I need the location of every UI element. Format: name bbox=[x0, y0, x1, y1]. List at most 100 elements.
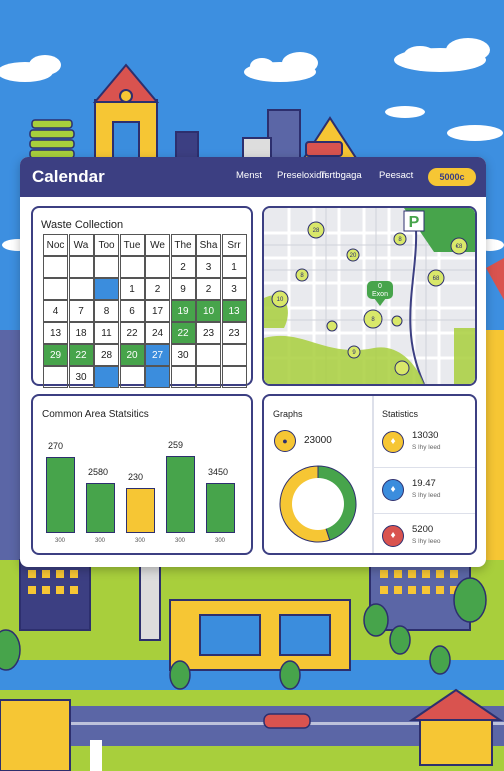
svg-text:10: 10 bbox=[277, 297, 284, 303]
calendar-day[interactable]: 23 bbox=[196, 322, 221, 344]
calendar-day[interactable]: 23 bbox=[221, 322, 247, 344]
map-marker[interactable]: 68 bbox=[427, 269, 445, 287]
calendar-day[interactable]: 30 bbox=[68, 366, 94, 388]
nav-item-preseloxidn[interactable]: Preseloxidn bbox=[277, 170, 327, 181]
graphs-value: 23000 bbox=[304, 435, 332, 446]
calendar-header: Tue bbox=[119, 234, 145, 256]
calendar-day[interactable]: 1 bbox=[221, 256, 247, 278]
calendar-day[interactable]: 3 bbox=[221, 278, 247, 300]
calendar-day[interactable]: 6 bbox=[119, 300, 145, 322]
calendar-day[interactable] bbox=[145, 256, 170, 278]
calendar-day[interactable] bbox=[196, 366, 221, 388]
chart-bar[interactable] bbox=[126, 488, 155, 533]
chart-bar[interactable] bbox=[206, 482, 235, 533]
calendar-day[interactable]: 3 bbox=[196, 256, 221, 278]
location-pin[interactable]: 0 Exon bbox=[367, 281, 393, 306]
statistic-icon: ♦ bbox=[382, 479, 404, 501]
statistic-value: 13030 bbox=[412, 430, 439, 441]
nav-pill-button[interactable]: 5000c bbox=[428, 168, 476, 186]
donut-chart bbox=[279, 465, 357, 543]
calendar-header: Sha bbox=[196, 234, 221, 256]
calendar-day[interactable] bbox=[43, 366, 68, 388]
calendar-day[interactable]: 2 bbox=[170, 256, 196, 278]
statistic-caption: S lhy leed bbox=[412, 444, 441, 451]
x-tick-label: 300 bbox=[55, 538, 66, 544]
calendar-day[interactable]: 22 bbox=[170, 322, 196, 344]
calendar-day[interactable]: 8 bbox=[94, 300, 119, 322]
map-marker[interactable]: 8 bbox=[295, 268, 309, 282]
calendar-header: Wa bbox=[68, 234, 94, 256]
nav-item-peesact[interactable]: Peesact bbox=[379, 170, 414, 181]
calendar-day[interactable]: 13 bbox=[221, 300, 247, 322]
calendar-day[interactable]: 19 bbox=[170, 300, 196, 322]
x-tick-label: 300 bbox=[215, 538, 226, 544]
waste-collection-card: Waste Collection Noc Wa Too Tue We The Sha Srr 2… bbox=[31, 206, 253, 388]
calendar-day[interactable] bbox=[68, 256, 94, 278]
statistic-row[interactable]: ♦ 5200 S lhy leeo bbox=[374, 513, 486, 558]
bar-value-label: 259 bbox=[168, 439, 184, 450]
calendar-day[interactable]: 17 bbox=[145, 300, 170, 322]
calendar-day[interactable] bbox=[68, 278, 94, 300]
calendar-day[interactable]: 9 bbox=[170, 278, 196, 300]
common-area-chart-card: Common Area Statsitics 270 300 2580 300 230 3… bbox=[31, 394, 253, 555]
calendar-day[interactable]: 22 bbox=[68, 344, 94, 366]
calendar-day[interactable]: 22 bbox=[119, 322, 145, 344]
calendar-day[interactable] bbox=[119, 256, 145, 278]
calendar-day[interactable] bbox=[43, 278, 68, 300]
calendar-day[interactable]: 2 bbox=[196, 278, 221, 300]
nav-item-tsrtbgaga[interactable]: Tsrtbgaga bbox=[320, 170, 362, 181]
calendar-day[interactable]: 11 bbox=[94, 322, 119, 344]
calendar-day[interactable] bbox=[221, 366, 247, 388]
map-marker[interactable]: 9 bbox=[347, 345, 361, 359]
calendar-header: Too bbox=[94, 234, 119, 256]
calendar-day[interactable] bbox=[43, 256, 68, 278]
map-marker[interactable]: 8 bbox=[363, 309, 383, 329]
calendar-day[interactable]: 7 bbox=[68, 300, 94, 322]
svg-text:8: 8 bbox=[398, 237, 402, 243]
statistic-row[interactable]: ♦ 19.47 S lhy leed bbox=[374, 467, 486, 512]
map-marker[interactable]: 28 bbox=[307, 221, 325, 239]
statistic-caption: S lhy leeo bbox=[412, 538, 441, 545]
calendar-day[interactable] bbox=[196, 344, 221, 366]
bar-value-label: 270 bbox=[48, 441, 64, 452]
map-card[interactable]: P 28 €8 8 20 8 68 10 8 9 0 Exon bbox=[262, 206, 477, 386]
calendar-header: The bbox=[170, 234, 196, 256]
map-marker[interactable]: 10 bbox=[271, 290, 289, 308]
x-tick-label: 300 bbox=[95, 538, 106, 544]
calendar-day[interactable]: 27 bbox=[145, 344, 170, 366]
calendar-day[interactable]: 20 bbox=[119, 344, 145, 366]
calendar-day[interactable]: 4 bbox=[43, 300, 68, 322]
divider bbox=[372, 396, 374, 553]
calendar-day[interactable] bbox=[94, 278, 119, 300]
calendar-day[interactable]: 1 bbox=[119, 278, 145, 300]
chart-bar[interactable] bbox=[46, 457, 75, 533]
map-marker[interactable]: 8 bbox=[393, 232, 407, 246]
chart-bar[interactable] bbox=[166, 455, 195, 533]
parking-icon[interactable]: P bbox=[409, 214, 420, 231]
nav-item-menst[interactable]: Menst bbox=[236, 170, 262, 181]
chart-bar[interactable] bbox=[86, 482, 115, 533]
calendar-day[interactable] bbox=[170, 366, 196, 388]
divider bbox=[374, 513, 475, 514]
calendar-day[interactable] bbox=[94, 366, 119, 388]
calendar-day[interactable] bbox=[94, 256, 119, 278]
calendar-day[interactable]: 10 bbox=[196, 300, 221, 322]
map-marker[interactable]: 20 bbox=[346, 248, 360, 262]
calendar-day[interactable]: 24 bbox=[145, 322, 170, 344]
city-map[interactable]: P 28 €8 8 20 8 68 10 8 9 0 Exon bbox=[264, 208, 475, 384]
svg-text:8: 8 bbox=[300, 273, 304, 279]
calendar-day[interactable]: 13 bbox=[43, 322, 68, 344]
svg-text:28: 28 bbox=[313, 228, 320, 234]
calendar-day[interactable]: 28 bbox=[94, 344, 119, 366]
calendar-day[interactable] bbox=[221, 344, 247, 366]
statistic-icon: ♦ bbox=[382, 525, 404, 547]
calendar-day[interactable]: 30 bbox=[170, 344, 196, 366]
calendar-day[interactable]: 29 bbox=[43, 344, 68, 366]
calendar-day[interactable] bbox=[119, 366, 145, 388]
statistic-row[interactable]: ♦ 13030 S lhy leed bbox=[374, 422, 486, 464]
calendar-day[interactable] bbox=[145, 366, 170, 388]
calendar-day[interactable]: 18 bbox=[68, 322, 94, 344]
map-marker[interactable]: €8 bbox=[450, 237, 468, 255]
svg-text:20: 20 bbox=[350, 253, 357, 259]
calendar-day[interactable]: 2 bbox=[145, 278, 170, 300]
